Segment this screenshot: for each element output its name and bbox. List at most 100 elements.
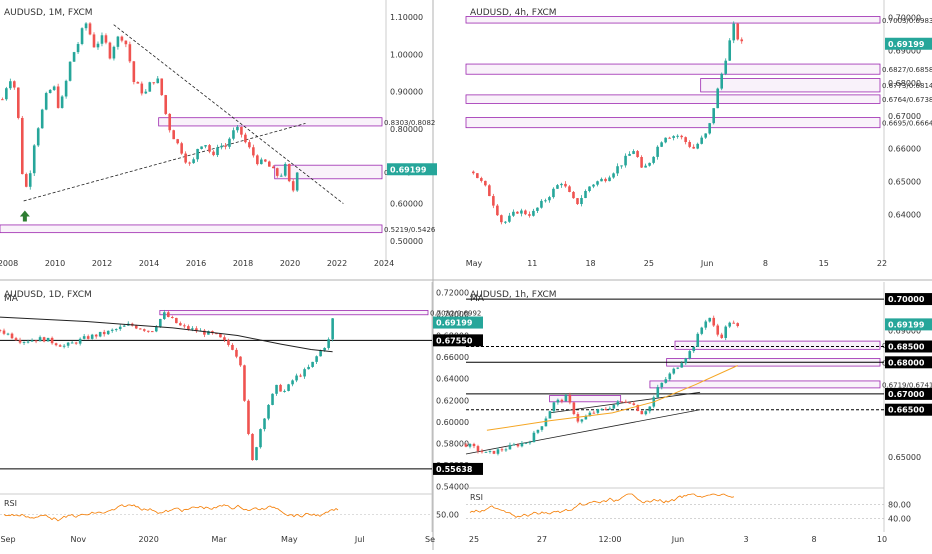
indicator-label: MA xyxy=(4,294,19,304)
x-tick-label: 11 xyxy=(527,259,537,268)
candle-body xyxy=(592,184,595,187)
candle-body xyxy=(580,419,584,422)
candle-body xyxy=(42,337,46,342)
candle-body xyxy=(271,393,274,405)
level-tag xyxy=(433,334,483,347)
zone-label: 0.7032/0.6992 xyxy=(430,310,481,318)
candle-body xyxy=(34,340,38,342)
candle-body xyxy=(244,134,247,143)
x-tick-label: 2018 xyxy=(233,259,253,268)
candle-body xyxy=(616,401,620,405)
candle-body xyxy=(660,382,664,388)
y-tick-label: 0.68000 xyxy=(888,79,921,88)
candle-body xyxy=(700,327,704,334)
candle-body xyxy=(588,186,591,191)
candle-body xyxy=(54,343,58,346)
candle-body xyxy=(528,214,531,216)
zone-box xyxy=(0,224,383,234)
panel-2: AUDUSD, 4h, FXCM 0.64000 0.65000 0.66000 0.6… xyxy=(465,0,932,268)
x-tick-label: 2012 xyxy=(92,259,112,268)
candle-body xyxy=(287,163,291,182)
candle-body xyxy=(708,123,711,134)
candle-body xyxy=(187,326,190,330)
candle-body xyxy=(624,155,627,166)
candle-body xyxy=(488,185,491,197)
candle-body xyxy=(464,444,468,447)
x-tick-label: 15 xyxy=(819,259,829,268)
candle-body xyxy=(2,330,6,334)
candle-body xyxy=(144,91,148,94)
candle-body xyxy=(528,442,532,444)
candle-body xyxy=(132,61,136,83)
level-tag xyxy=(885,356,932,369)
candle-body xyxy=(291,380,294,385)
candle-body xyxy=(584,416,588,420)
candle-body xyxy=(468,443,472,447)
candle-body xyxy=(660,142,663,147)
zone-box xyxy=(549,395,622,403)
candle-body xyxy=(155,326,158,332)
candle-body xyxy=(692,346,696,352)
y-tick-label: 0.65000 xyxy=(888,453,921,462)
candle-body xyxy=(82,336,86,339)
candle-body xyxy=(520,443,524,447)
candle-body xyxy=(720,334,724,338)
candle-body xyxy=(164,95,168,114)
candle-body xyxy=(30,340,34,342)
candle-body xyxy=(251,433,254,461)
candle-body xyxy=(556,399,560,403)
candle-body xyxy=(32,145,36,174)
candle-body xyxy=(40,109,44,129)
x-tick-label: 2010 xyxy=(45,259,65,268)
candle-body xyxy=(228,138,231,147)
candle-body xyxy=(195,328,198,332)
level-tag xyxy=(885,340,932,353)
candle-body xyxy=(532,210,535,216)
candle-body xyxy=(560,183,563,186)
candle-body xyxy=(496,205,499,216)
zone-box xyxy=(674,340,881,350)
candle-body xyxy=(644,411,648,415)
candle-body xyxy=(78,338,82,344)
candle-body xyxy=(564,394,568,402)
candle-body xyxy=(134,325,138,329)
candle-body xyxy=(628,153,631,156)
level-tag-label: 0.66500 xyxy=(888,406,925,415)
rsi-label: RSI xyxy=(4,499,17,508)
candle-body xyxy=(252,147,255,156)
candle-body xyxy=(150,331,154,333)
candle-body xyxy=(283,390,286,392)
candle-body xyxy=(142,329,146,331)
candle-body xyxy=(48,89,52,94)
candle-body xyxy=(700,137,703,144)
candle-body xyxy=(240,126,243,135)
candle-body xyxy=(724,60,728,74)
candle-body xyxy=(58,345,62,347)
candle-body xyxy=(176,139,179,144)
candle-body xyxy=(648,162,651,166)
candle-body xyxy=(588,412,592,417)
level-tag xyxy=(885,403,932,416)
candle-body xyxy=(331,318,334,340)
candle-body xyxy=(191,328,194,330)
y-tick-label: 0.66000 xyxy=(436,353,469,362)
candle-body xyxy=(283,163,287,176)
y-tick-label: 0.72000 xyxy=(436,288,469,297)
level-tag-label: 0.55638 xyxy=(436,465,473,474)
candle-body xyxy=(232,130,235,139)
y-tick-label: 0.60000 xyxy=(436,418,469,427)
candle-body xyxy=(188,162,191,164)
x-tick-label: Sep xyxy=(0,535,15,544)
candle-body xyxy=(146,330,150,332)
candle-body xyxy=(116,36,120,47)
candle-body xyxy=(247,400,250,434)
candle-body xyxy=(560,399,564,402)
candle-body xyxy=(736,23,740,40)
candle-body xyxy=(236,126,239,131)
candle-body xyxy=(122,325,126,327)
zone-label: 0.8303/0.8082 xyxy=(384,119,435,127)
candle-body xyxy=(104,35,108,43)
x-tick-label: 2022 xyxy=(327,259,347,268)
candle-body xyxy=(9,81,12,89)
